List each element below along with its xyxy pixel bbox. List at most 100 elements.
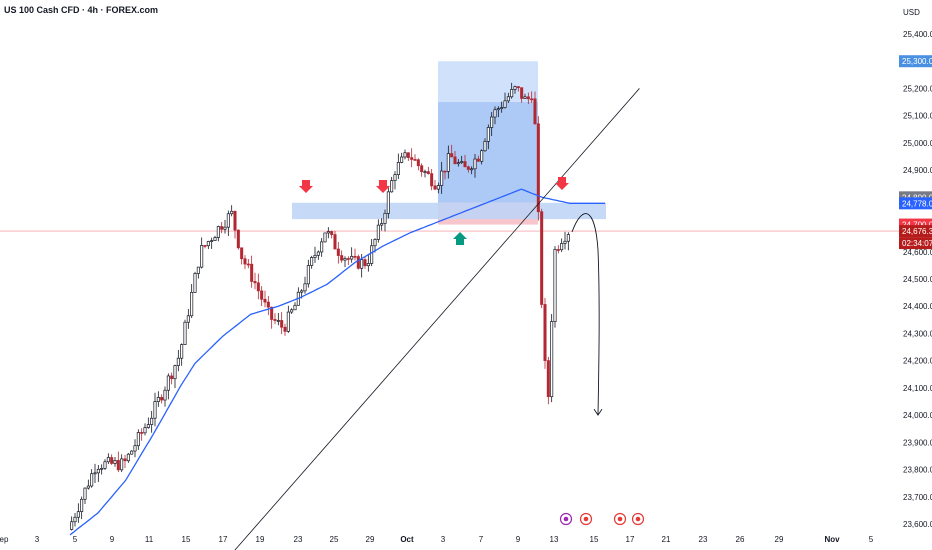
candle-body <box>540 211 544 305</box>
candle-body <box>100 467 104 470</box>
y-tick-label: 24,600.0 <box>903 248 932 257</box>
candle-body <box>190 292 194 317</box>
candle-body <box>503 100 507 108</box>
candle-body <box>103 461 107 469</box>
y-tick-label: 24,300.0 <box>903 329 932 338</box>
candle-body <box>203 245 207 247</box>
candle-body <box>553 249 557 322</box>
up-arrow <box>453 232 467 245</box>
candle-body <box>206 241 210 247</box>
x-tick-label: 13 <box>550 535 559 544</box>
y-tick-label: 23,700.0 <box>903 493 932 502</box>
candle-body <box>126 453 130 462</box>
candle-body <box>270 306 274 320</box>
candle-body <box>340 255 344 261</box>
price-tag-label: 24,778.0 <box>902 199 932 208</box>
x-tick-label: 29 <box>366 535 375 544</box>
candle-body <box>400 156 404 163</box>
candle-body <box>263 298 267 303</box>
candle-body <box>560 243 564 251</box>
candle-body <box>130 450 134 455</box>
candle-body <box>293 304 297 311</box>
price-tag-box <box>899 225 932 238</box>
candle-body <box>110 457 114 464</box>
candle-body <box>143 427 147 434</box>
y-tick-label: 24,200.0 <box>903 357 932 366</box>
candle-body <box>420 165 424 173</box>
candle-body <box>300 290 304 293</box>
candle-body <box>486 127 490 142</box>
y-tick-label: 24,400.0 <box>903 302 932 311</box>
candle-body <box>80 498 84 513</box>
candle-body <box>403 152 407 158</box>
candle-body <box>490 116 494 128</box>
candle-body <box>140 432 144 434</box>
candle-body <box>153 401 157 419</box>
candle-body <box>306 265 310 285</box>
candle-body <box>523 96 527 99</box>
currency-label: USD <box>903 8 920 17</box>
candle-body <box>356 256 360 269</box>
candle-body <box>106 457 110 463</box>
candle-body <box>513 86 517 90</box>
x-tick-label: 11 <box>145 535 154 544</box>
x-tick-label: Nov <box>824 535 840 544</box>
candle-body <box>563 240 567 244</box>
candle-body <box>330 231 334 235</box>
candle-body <box>113 460 117 464</box>
candle-body <box>196 266 200 274</box>
y-tick-label: 24,500.0 <box>903 275 932 284</box>
candle-body <box>333 234 337 250</box>
candle-body <box>176 357 180 366</box>
candle-body <box>380 223 384 226</box>
candle-body <box>460 161 464 163</box>
x-tick-label: 7 <box>479 535 484 544</box>
candle-body <box>253 281 257 284</box>
candle-body <box>510 89 514 98</box>
resistance-zone <box>292 202 606 220</box>
candle-body <box>470 168 474 171</box>
candle-body <box>373 239 377 247</box>
candle-body <box>440 170 444 186</box>
countdown-box <box>899 237 932 250</box>
projection-arrow <box>571 213 600 416</box>
candle-body <box>170 375 174 380</box>
candle-body <box>273 319 277 321</box>
candle-body <box>200 245 204 268</box>
candle-body <box>310 257 314 266</box>
candle-body <box>266 301 270 308</box>
x-tick-label: 29 <box>775 535 784 544</box>
x-tick-label: 3 <box>441 535 446 544</box>
y-tick-label: 24,900.0 <box>903 166 932 175</box>
x-tick-label: 23 <box>294 535 303 544</box>
candle-body <box>76 511 80 518</box>
candle-body <box>246 263 250 266</box>
candle-body <box>83 487 87 500</box>
y-tick-label: 25,000.0 <box>903 139 932 148</box>
candle-body <box>220 226 224 230</box>
candle-body <box>456 162 460 165</box>
candle-body <box>386 191 390 214</box>
event-icon-dot-3 <box>617 516 623 522</box>
candle-body <box>353 255 357 258</box>
candle-body <box>133 445 137 452</box>
candle-body <box>96 468 100 474</box>
candle-body <box>320 241 324 253</box>
candle-body <box>86 485 90 489</box>
candle-body <box>566 234 570 242</box>
candle-body <box>483 141 487 152</box>
candle-body <box>530 98 534 101</box>
candle-body <box>226 213 230 228</box>
y-tick-label: 23,600.0 <box>903 520 932 529</box>
candle-body <box>346 258 350 260</box>
candle-body <box>443 170 447 173</box>
candle-body <box>223 226 227 230</box>
price-tag-box <box>899 55 932 68</box>
down-arrow-1 <box>299 180 313 193</box>
candle-body <box>260 290 264 300</box>
x-tick-label: 5 <box>73 535 78 544</box>
candle-body <box>90 473 94 487</box>
candle-body <box>410 157 414 160</box>
candle-body <box>326 231 330 234</box>
